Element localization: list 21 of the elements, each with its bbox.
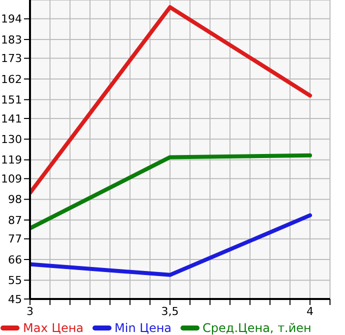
y-tick-label: 183 bbox=[1, 33, 22, 46]
y-tick-label: 77 bbox=[8, 232, 22, 246]
x-tick-label: 4 bbox=[306, 304, 314, 318]
legend-label: Сред.Цена, т.йен bbox=[202, 321, 312, 335]
y-tick-label: 151 bbox=[1, 94, 22, 107]
y-tick-label: 194 bbox=[1, 12, 22, 26]
y-tick-label: 66 bbox=[8, 253, 22, 266]
x-tick-label: 3 bbox=[26, 304, 34, 318]
y-tick-label: 130 bbox=[1, 133, 22, 146]
y-tick-label: 162 bbox=[1, 72, 22, 86]
x-tick-label: 3,5 bbox=[161, 304, 179, 318]
y-tick-label: 55 bbox=[8, 274, 22, 288]
legend-label: Min Цена bbox=[114, 321, 172, 335]
y-tick-label: 141 bbox=[1, 112, 22, 126]
y-tick-label: 119 bbox=[1, 154, 22, 167]
y-tick-label: 98 bbox=[8, 193, 22, 206]
y-tick-label: 87 bbox=[8, 214, 22, 227]
y-tick-label: 45 bbox=[8, 292, 22, 306]
legend-label: Max Цена bbox=[22, 321, 84, 335]
y-tick-label: 173 bbox=[1, 52, 22, 66]
y-tick-label: 109 bbox=[1, 172, 22, 186]
